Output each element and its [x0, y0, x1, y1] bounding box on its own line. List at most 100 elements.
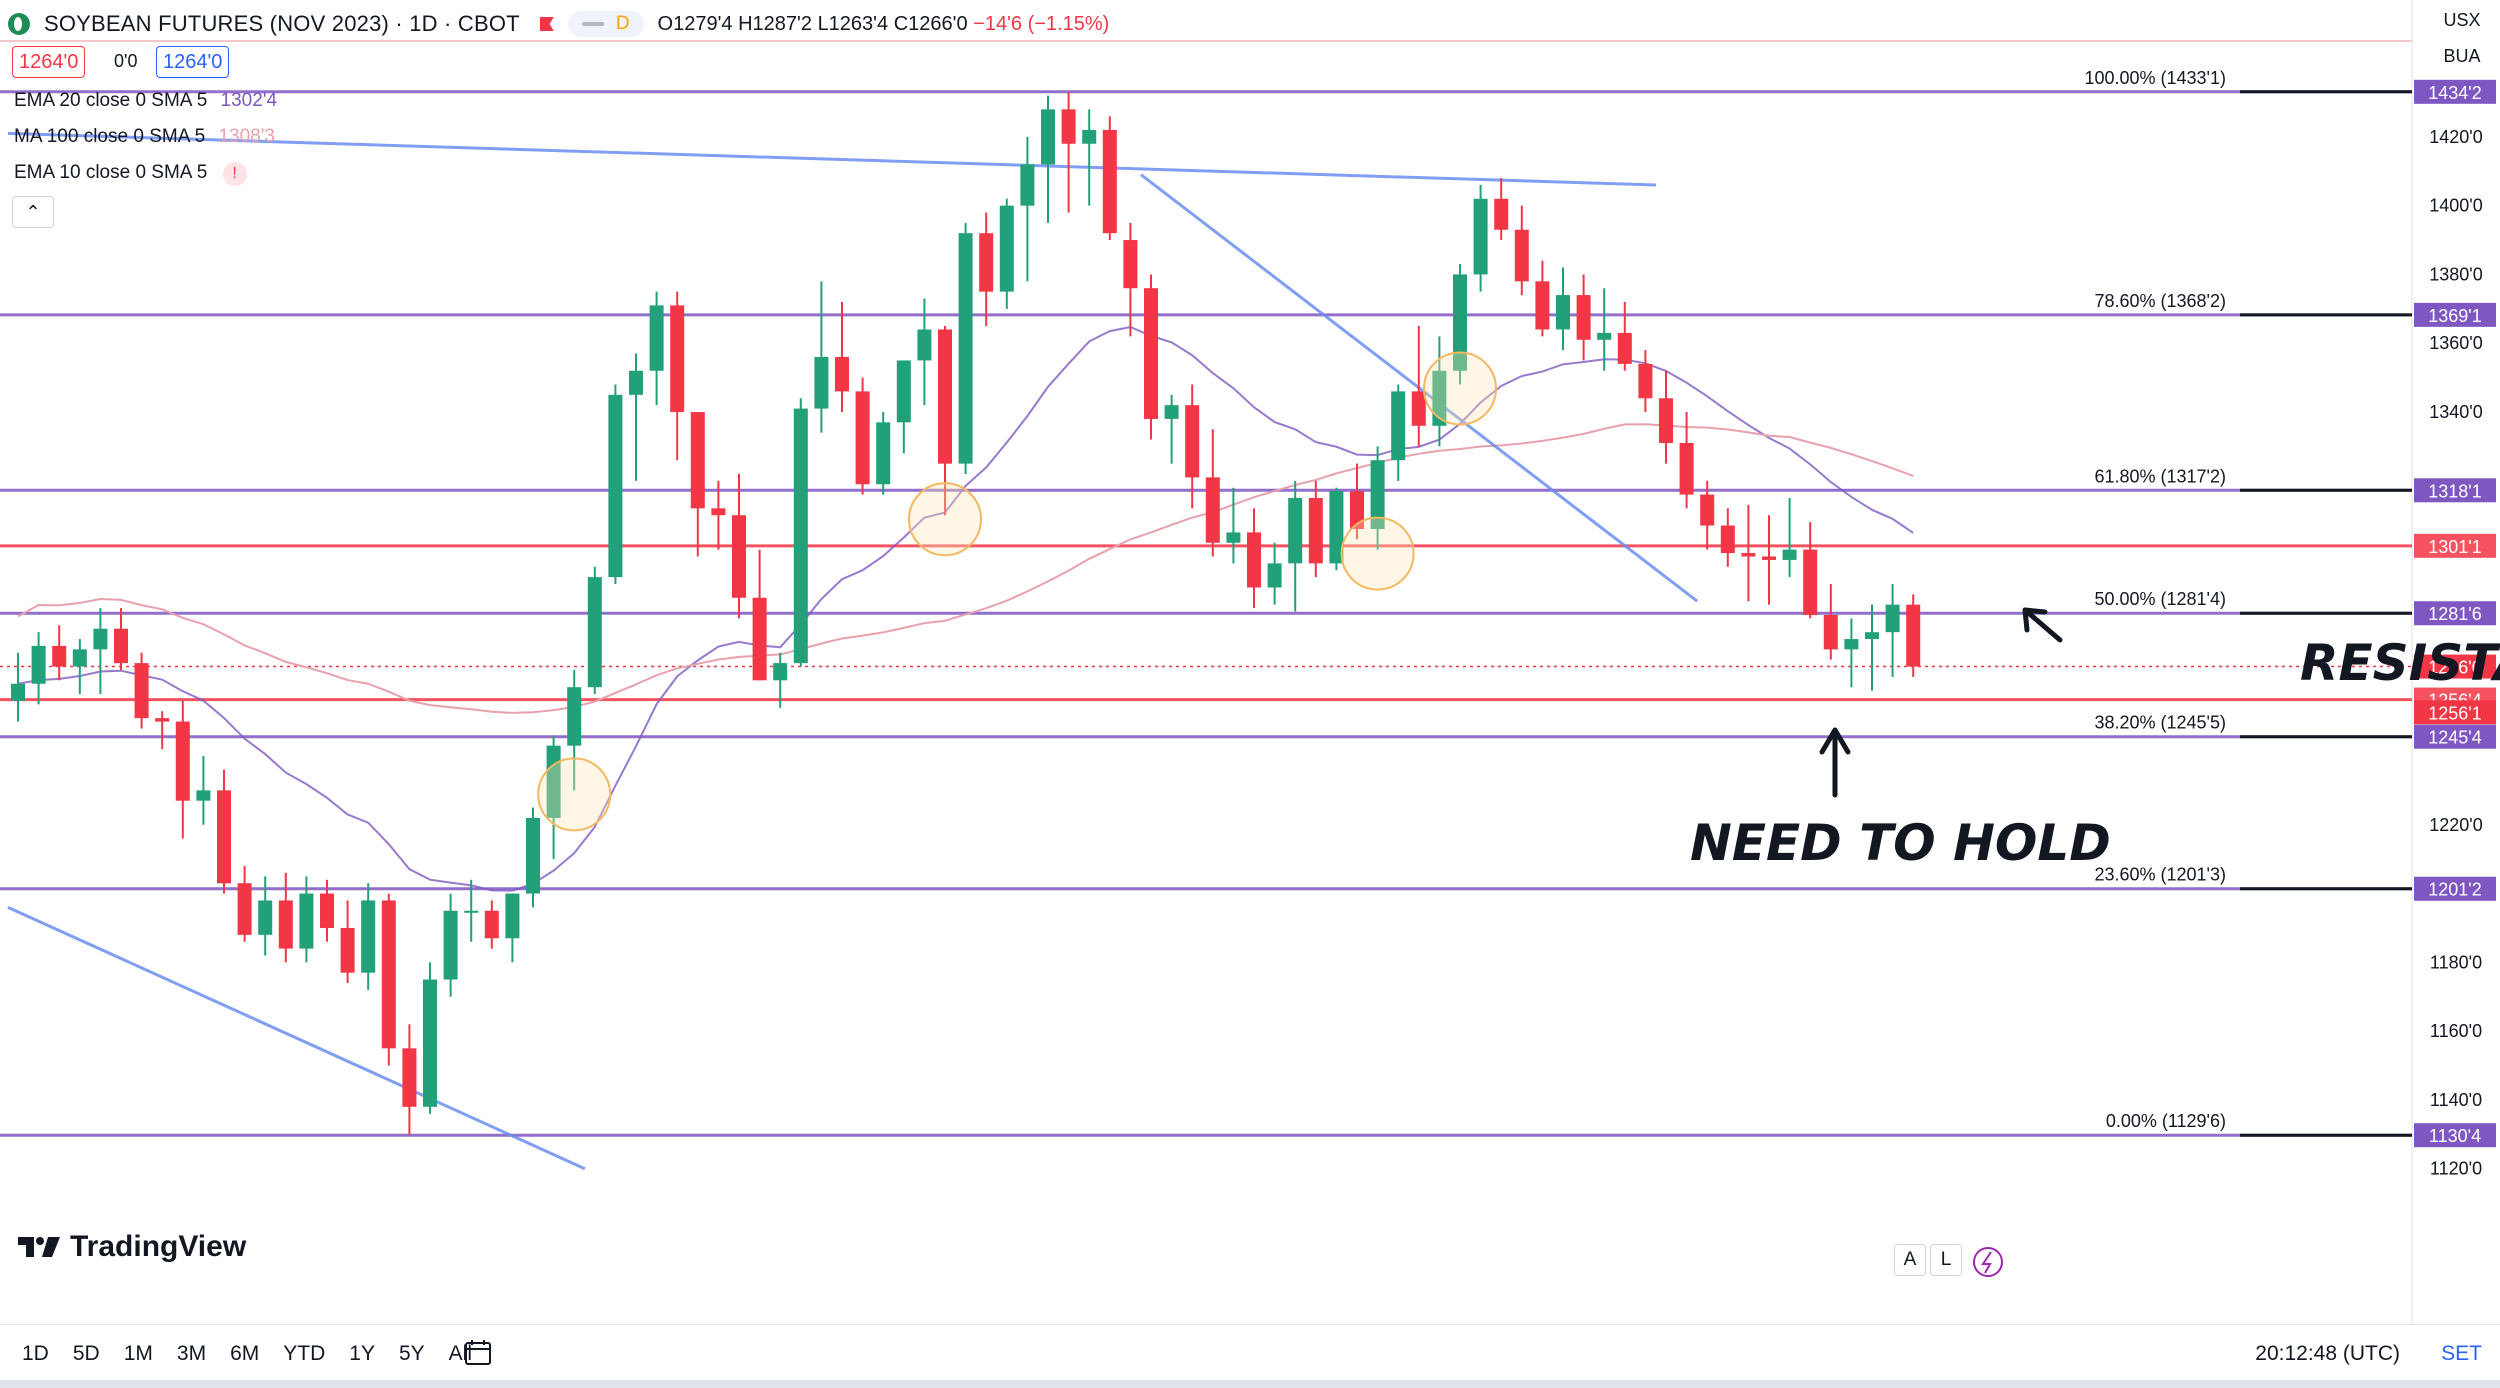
axis-level-label: 1201'2: [2428, 880, 2482, 900]
candle-body: [938, 329, 952, 464]
axis-price-badge: [2414, 700, 2496, 725]
ma-100-line: [17, 423, 1914, 714]
data-status-pill[interactable]: D: [567, 11, 644, 37]
candle-body: [1700, 494, 1715, 526]
collapse-indicators-button[interactable]: ⌃: [12, 196, 54, 228]
tradingview-logo-text: TradingView: [70, 1230, 247, 1263]
candle-body: [1803, 549, 1818, 615]
candle-body: [1865, 632, 1879, 640]
timeframe-ytd[interactable]: YTD: [283, 1342, 326, 1365]
timeframe-5y[interactable]: 5Y: [398, 1342, 425, 1365]
indicator-ema20[interactable]: EMA 20 close 0 SMA 5 1302'4: [14, 90, 277, 112]
resistance-annotation: RESISTANCE: [2300, 634, 2500, 692]
candle-body: [464, 910, 479, 913]
candle-body: [1844, 639, 1859, 650]
candle-body: [1556, 295, 1570, 330]
lightning-glyph: [1981, 1251, 1992, 1274]
candle-body: [134, 663, 149, 719]
fib-level-label: 61.80% (1317'2): [2094, 466, 2226, 486]
candle-body: [814, 356, 829, 409]
candle-body: [835, 356, 849, 392]
axis-price-label: 1266'0: [2428, 658, 2482, 678]
symbol-title[interactable]: SOYBEAN FUTURES (NOV 2023) · 1D · CBOT: [44, 11, 520, 36]
axis-price-label: 1256'1: [2428, 703, 2482, 723]
candle-body: [93, 628, 108, 650]
candle-body: [11, 683, 25, 701]
fib-level-label: 78.60% (1368'2): [2094, 291, 2226, 311]
candle-body: [1102, 129, 1117, 234]
candle-body: [1144, 288, 1158, 419]
candle-body: [1453, 274, 1467, 371]
indicator-label: EMA 20 close 0 SMA 5: [14, 90, 208, 111]
timeframe-5d[interactable]: 5D: [72, 1342, 100, 1365]
candle-body: [896, 360, 911, 423]
delay-badge: D: [615, 13, 630, 34]
candle-body: [1308, 498, 1323, 564]
y-axis-tick-label: 1180'0: [2430, 952, 2482, 972]
indicator-label: EMA 10 close 0 SMA 5: [14, 162, 208, 183]
resistance-arrow-icon: [2022, 607, 2063, 643]
indicator-ma100[interactable]: MA 100 close 0 SMA 5 1308'3: [14, 126, 275, 148]
log-scale-button[interactable]: L: [1930, 1244, 1962, 1276]
candle-body: [1823, 614, 1838, 650]
hold-arrow-icon: [1819, 727, 1851, 798]
candle-body: [1020, 164, 1035, 206]
indicator-ema10[interactable]: EMA 10 close 0 SMA 5 !: [14, 162, 247, 186]
trendline[interactable]: [7, 905, 586, 1171]
candle-body: [1267, 563, 1282, 588]
candle-body: [237, 883, 252, 935]
indicator-value: 1308'3: [218, 126, 275, 147]
candle-body: [855, 391, 870, 485]
candle-body: [1329, 491, 1344, 564]
axis-level-label: 1281'6: [2428, 604, 2482, 624]
axis-level-badge: [2414, 302, 2496, 327]
candle-body: [1638, 363, 1653, 399]
candle-body: [752, 597, 767, 681]
candle-body: [690, 412, 705, 509]
candle-body: [629, 370, 643, 395]
price-chart[interactable]: 100.00% (1433'1) 1434'2 78.60% (1368'2) 136…: [0, 0, 2500, 1324]
y-axis-tick-label: 1160'0: [2430, 1021, 2482, 1041]
timeframe-6m[interactable]: 6M: [230, 1342, 260, 1365]
timeframe-1d[interactable]: 1D: [22, 1342, 49, 1365]
candle-body: [1617, 332, 1632, 364]
y-axis-tick-label: 1340'0: [2429, 402, 2483, 422]
events-lightning-icon[interactable]: [1973, 1247, 2003, 1277]
candle-body: [484, 910, 499, 939]
axis-level-badge: [2414, 79, 2496, 104]
axis-level-label: 1301'1: [2428, 537, 2482, 557]
axis-level-label: 1245'4: [2428, 728, 2482, 748]
axis-level-badge: [2414, 601, 2496, 626]
flag-icon[interactable]: [539, 17, 554, 31]
timeframe-1y[interactable]: 1Y: [349, 1342, 375, 1365]
candle-body: [1061, 109, 1076, 144]
timeframe-3m[interactable]: 3M: [176, 1342, 207, 1365]
candle-body: [1370, 460, 1385, 529]
calendar-goto-icon[interactable]: [464, 1339, 494, 1367]
candle-body: [526, 817, 540, 894]
timeframe-1m[interactable]: 1M: [123, 1342, 153, 1365]
bottom-toolbar: 1D 5D 1M 3M 6M YTD 1Y 5Y All 20:12:48 (U…: [0, 1324, 2500, 1383]
candle-body: [567, 687, 582, 746]
candle-body: [52, 645, 67, 667]
candle-body: [1782, 549, 1797, 560]
buy-price-box[interactable]: 1264'0: [156, 46, 230, 78]
candle-body: [1205, 477, 1220, 543]
candle-body: [773, 663, 788, 681]
axis-level-label: 1130'4: [2429, 1126, 2481, 1146]
currency-unit[interactable]: USX: [2443, 10, 2481, 30]
y-axis-tick-label: 1140'0: [2430, 1090, 2482, 1110]
utc-clock[interactable]: 20:12:48 (UTC): [2255, 1342, 2400, 1365]
currency-subunit[interactable]: BUA: [2443, 46, 2481, 66]
fib-level-label: 50.00% (1281'4): [2094, 589, 2226, 609]
auto-scale-button[interactable]: A: [1894, 1244, 1926, 1276]
settings-link[interactable]: SET: [2441, 1342, 2482, 1365]
candle-body: [1432, 370, 1447, 426]
candle-body: [505, 893, 520, 939]
trendline[interactable]: [7, 131, 1657, 187]
tradingview-logo: TradingView: [18, 1230, 246, 1264]
warning-icon[interactable]: !: [222, 162, 247, 186]
axis-level-badge: [2414, 724, 2496, 749]
sell-price-box[interactable]: 1264'0: [12, 46, 86, 78]
candle-body: [876, 422, 891, 485]
